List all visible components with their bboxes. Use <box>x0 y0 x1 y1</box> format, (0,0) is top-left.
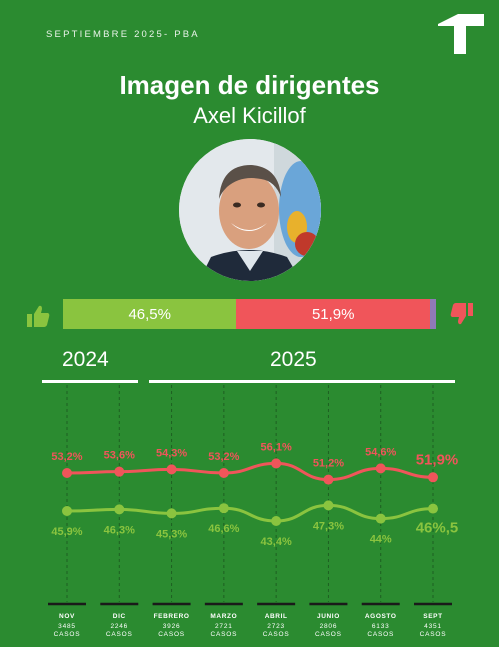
disapprove-data-point <box>271 458 282 469</box>
cases-count-label: 2723 <box>267 623 285 630</box>
header-label: SEPTIEMBRE 2025- PBA <box>46 29 200 40</box>
approve-data-label: 46,6% <box>208 523 239 535</box>
cases-count-label: 3485 <box>58 623 76 630</box>
approval-value: 46,5% <box>128 305 171 323</box>
disapprove-data-label: 51,2% <box>313 458 344 470</box>
approve-data-point <box>375 513 386 524</box>
disapprove-data-label: 56,1% <box>261 441 292 453</box>
cases-count-label: 2721 <box>215 623 233 630</box>
disapprove-data-point <box>428 472 438 483</box>
disapprove-data-label: 54,3% <box>156 447 187 459</box>
approve-data-point <box>428 503 438 514</box>
thumbs-up-icon <box>27 305 50 327</box>
x-tick-label: FEBRERO <box>154 613 190 620</box>
cases-count-label: 2246 <box>110 623 128 630</box>
cases-count-label: 2806 <box>320 623 338 630</box>
avatar <box>179 139 321 281</box>
disapprove-data-point <box>62 468 72 478</box>
cases-word-label: CASOS <box>263 631 290 638</box>
page-title: Imagen de dirigentes <box>119 70 380 100</box>
cases-word-label: CASOS <box>158 631 185 638</box>
thumbs-down-icon <box>450 303 473 325</box>
cases-word-label: CASOS <box>54 631 81 638</box>
approve-data-label: 46%,5 <box>416 520 459 537</box>
approve-data-label: 46,3% <box>104 524 135 536</box>
disapprove-data-point <box>375 463 386 474</box>
cases-count-label: 3926 <box>163 623 181 630</box>
disapprove-data-point <box>218 468 229 478</box>
x-tick-label: MARZO <box>210 613 237 620</box>
year-2025-label: 2025 <box>270 348 317 371</box>
page-subtitle: Axel Kicillof <box>193 103 306 128</box>
approve-data-point <box>218 503 229 514</box>
cases-count-label: 4351 <box>424 623 442 630</box>
disapprove-series-line <box>66 461 434 482</box>
approve-data-point <box>271 516 282 526</box>
disapprove-data-label: 53,2% <box>208 451 239 463</box>
year-2025-underline <box>149 380 455 383</box>
disapprove-data-label: 53,6% <box>104 450 135 462</box>
approve-data-label: 45,9% <box>51 526 82 538</box>
disapprove-data-point <box>166 464 177 475</box>
disapprove-data-label: 54,6% <box>365 446 396 458</box>
x-tick-label: JUNIO <box>317 613 340 620</box>
approve-data-label: 47,3% <box>313 520 344 532</box>
approve-series-line <box>66 503 434 523</box>
approve-data-label: 43,4% <box>261 536 292 548</box>
x-tick-label: NOV <box>59 613 75 620</box>
approval-bar: 46,5% 51,9% <box>63 299 436 329</box>
portrait-illustration <box>179 139 321 281</box>
cases-count-label: 6133 <box>372 623 390 630</box>
year-2024-label: 2024 <box>62 348 109 371</box>
approve-data-point <box>114 504 125 515</box>
disapprove-data-label: 51,9% <box>416 451 459 468</box>
cases-word-label: CASOS <box>420 631 447 638</box>
approval-segment: 46,5% <box>63 299 237 329</box>
approve-data-point <box>62 506 72 516</box>
brand-logo-icon <box>438 14 484 54</box>
disapprove-data-point <box>323 474 334 485</box>
cases-word-label: CASOS <box>210 631 237 638</box>
cases-word-label: CASOS <box>106 631 133 638</box>
cases-word-label: CASOS <box>367 631 394 638</box>
x-tick-label: AGOSTO <box>365 613 397 620</box>
undecided-segment <box>430 299 436 329</box>
approve-data-label: 45,3% <box>156 528 187 540</box>
disapproval-segment: 51,9% <box>236 299 431 329</box>
approve-data-point <box>166 508 177 519</box>
x-tick-label: ABRIL <box>265 613 288 620</box>
x-tick-label: DIC <box>113 613 126 620</box>
x-tick-label: SEPT <box>423 613 442 620</box>
cases-word-label: CASOS <box>315 631 342 638</box>
year-2024-underline <box>42 380 138 383</box>
approve-data-point <box>323 500 334 511</box>
approve-data-label: 44% <box>370 534 392 546</box>
disapprove-data-label: 53,2% <box>51 451 82 463</box>
disapproval-value: 51,9% <box>311 305 355 323</box>
disapprove-data-point <box>114 466 125 477</box>
